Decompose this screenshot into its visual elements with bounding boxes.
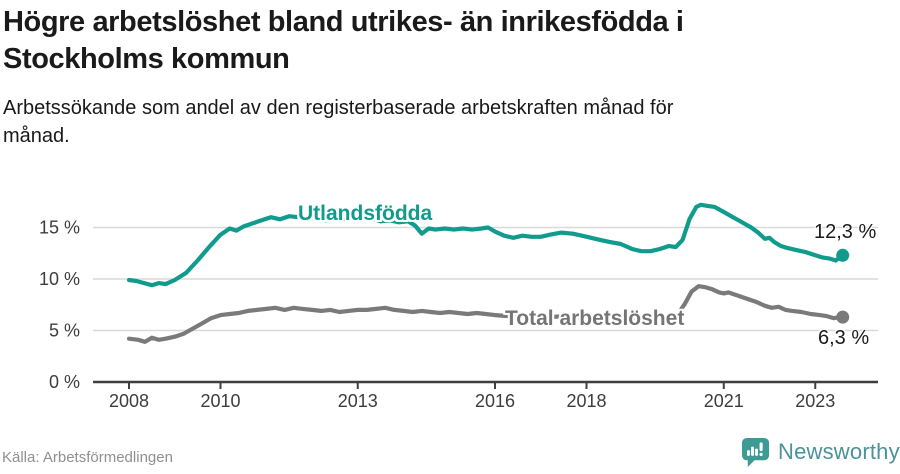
- series-line-total-arbetsl-shet: [126, 284, 845, 344]
- chart-title: Högre arbetslöshet bland utrikes- än inr…: [3, 4, 893, 78]
- chart-subtitle-line2: månad.: [3, 125, 70, 147]
- x-axis-tick-label: 2021: [704, 391, 744, 411]
- y-axis-tick-label: 10 %: [39, 269, 80, 289]
- series-line-utlandsf-dda: [126, 202, 845, 288]
- x-axis-tick-label: 2016: [475, 391, 515, 411]
- y-axis-tick-label: 0 %: [49, 372, 80, 392]
- y-axis-tick-label: 5 %: [49, 321, 80, 341]
- chart-title-line1: Högre arbetslöshet bland utrikes- än inr…: [3, 6, 684, 38]
- series-label-utlandsfodda: Utlandsfödda: [298, 202, 433, 225]
- series-end-dot: [836, 248, 850, 262]
- y-axis-tick-label: 15 %: [39, 218, 80, 238]
- mini-bar-chart-glyph: [746, 442, 763, 457]
- x-axis-tick-label: 2023: [795, 391, 835, 411]
- line-chart: 0 % 5 % 10 % 15 % 2008 2010 2013 2016 2018 2021 20…: [0, 160, 900, 415]
- series-end-dot: [836, 310, 850, 324]
- x-axis-tick-label: 2013: [338, 391, 378, 411]
- x-axis-tick-label: 2010: [200, 391, 240, 411]
- newsworthy-brand-text: Newsworthy: [778, 439, 900, 464]
- end-value-total: 6,3 %: [818, 327, 870, 349]
- chart-canvas: 0 % 5 % 10 % 15 % 2008 2010 2013 2016 2018 2021 20…: [39, 202, 878, 411]
- chart-subtitle: Arbetssökande som andel av den registerb…: [3, 94, 893, 150]
- newsworthy-brand: Newsworthy: [740, 436, 900, 468]
- series-label-total-arbetsloshet: Total arbetslöshet: [505, 307, 685, 330]
- end-value-utlandsfodda: 12,3 %: [814, 221, 877, 243]
- source-note: Källa: Arbetsförmedlingen: [2, 449, 173, 466]
- x-axis-tick-label: 2018: [566, 391, 606, 411]
- newsworthy-logo-icon: [741, 437, 770, 468]
- chart-subtitle-line1: Arbetssökande som andel av den registerb…: [3, 97, 674, 119]
- chart-title-line2: Stockholms kommun: [3, 43, 290, 75]
- x-axis-tick-label: 2008: [109, 391, 149, 411]
